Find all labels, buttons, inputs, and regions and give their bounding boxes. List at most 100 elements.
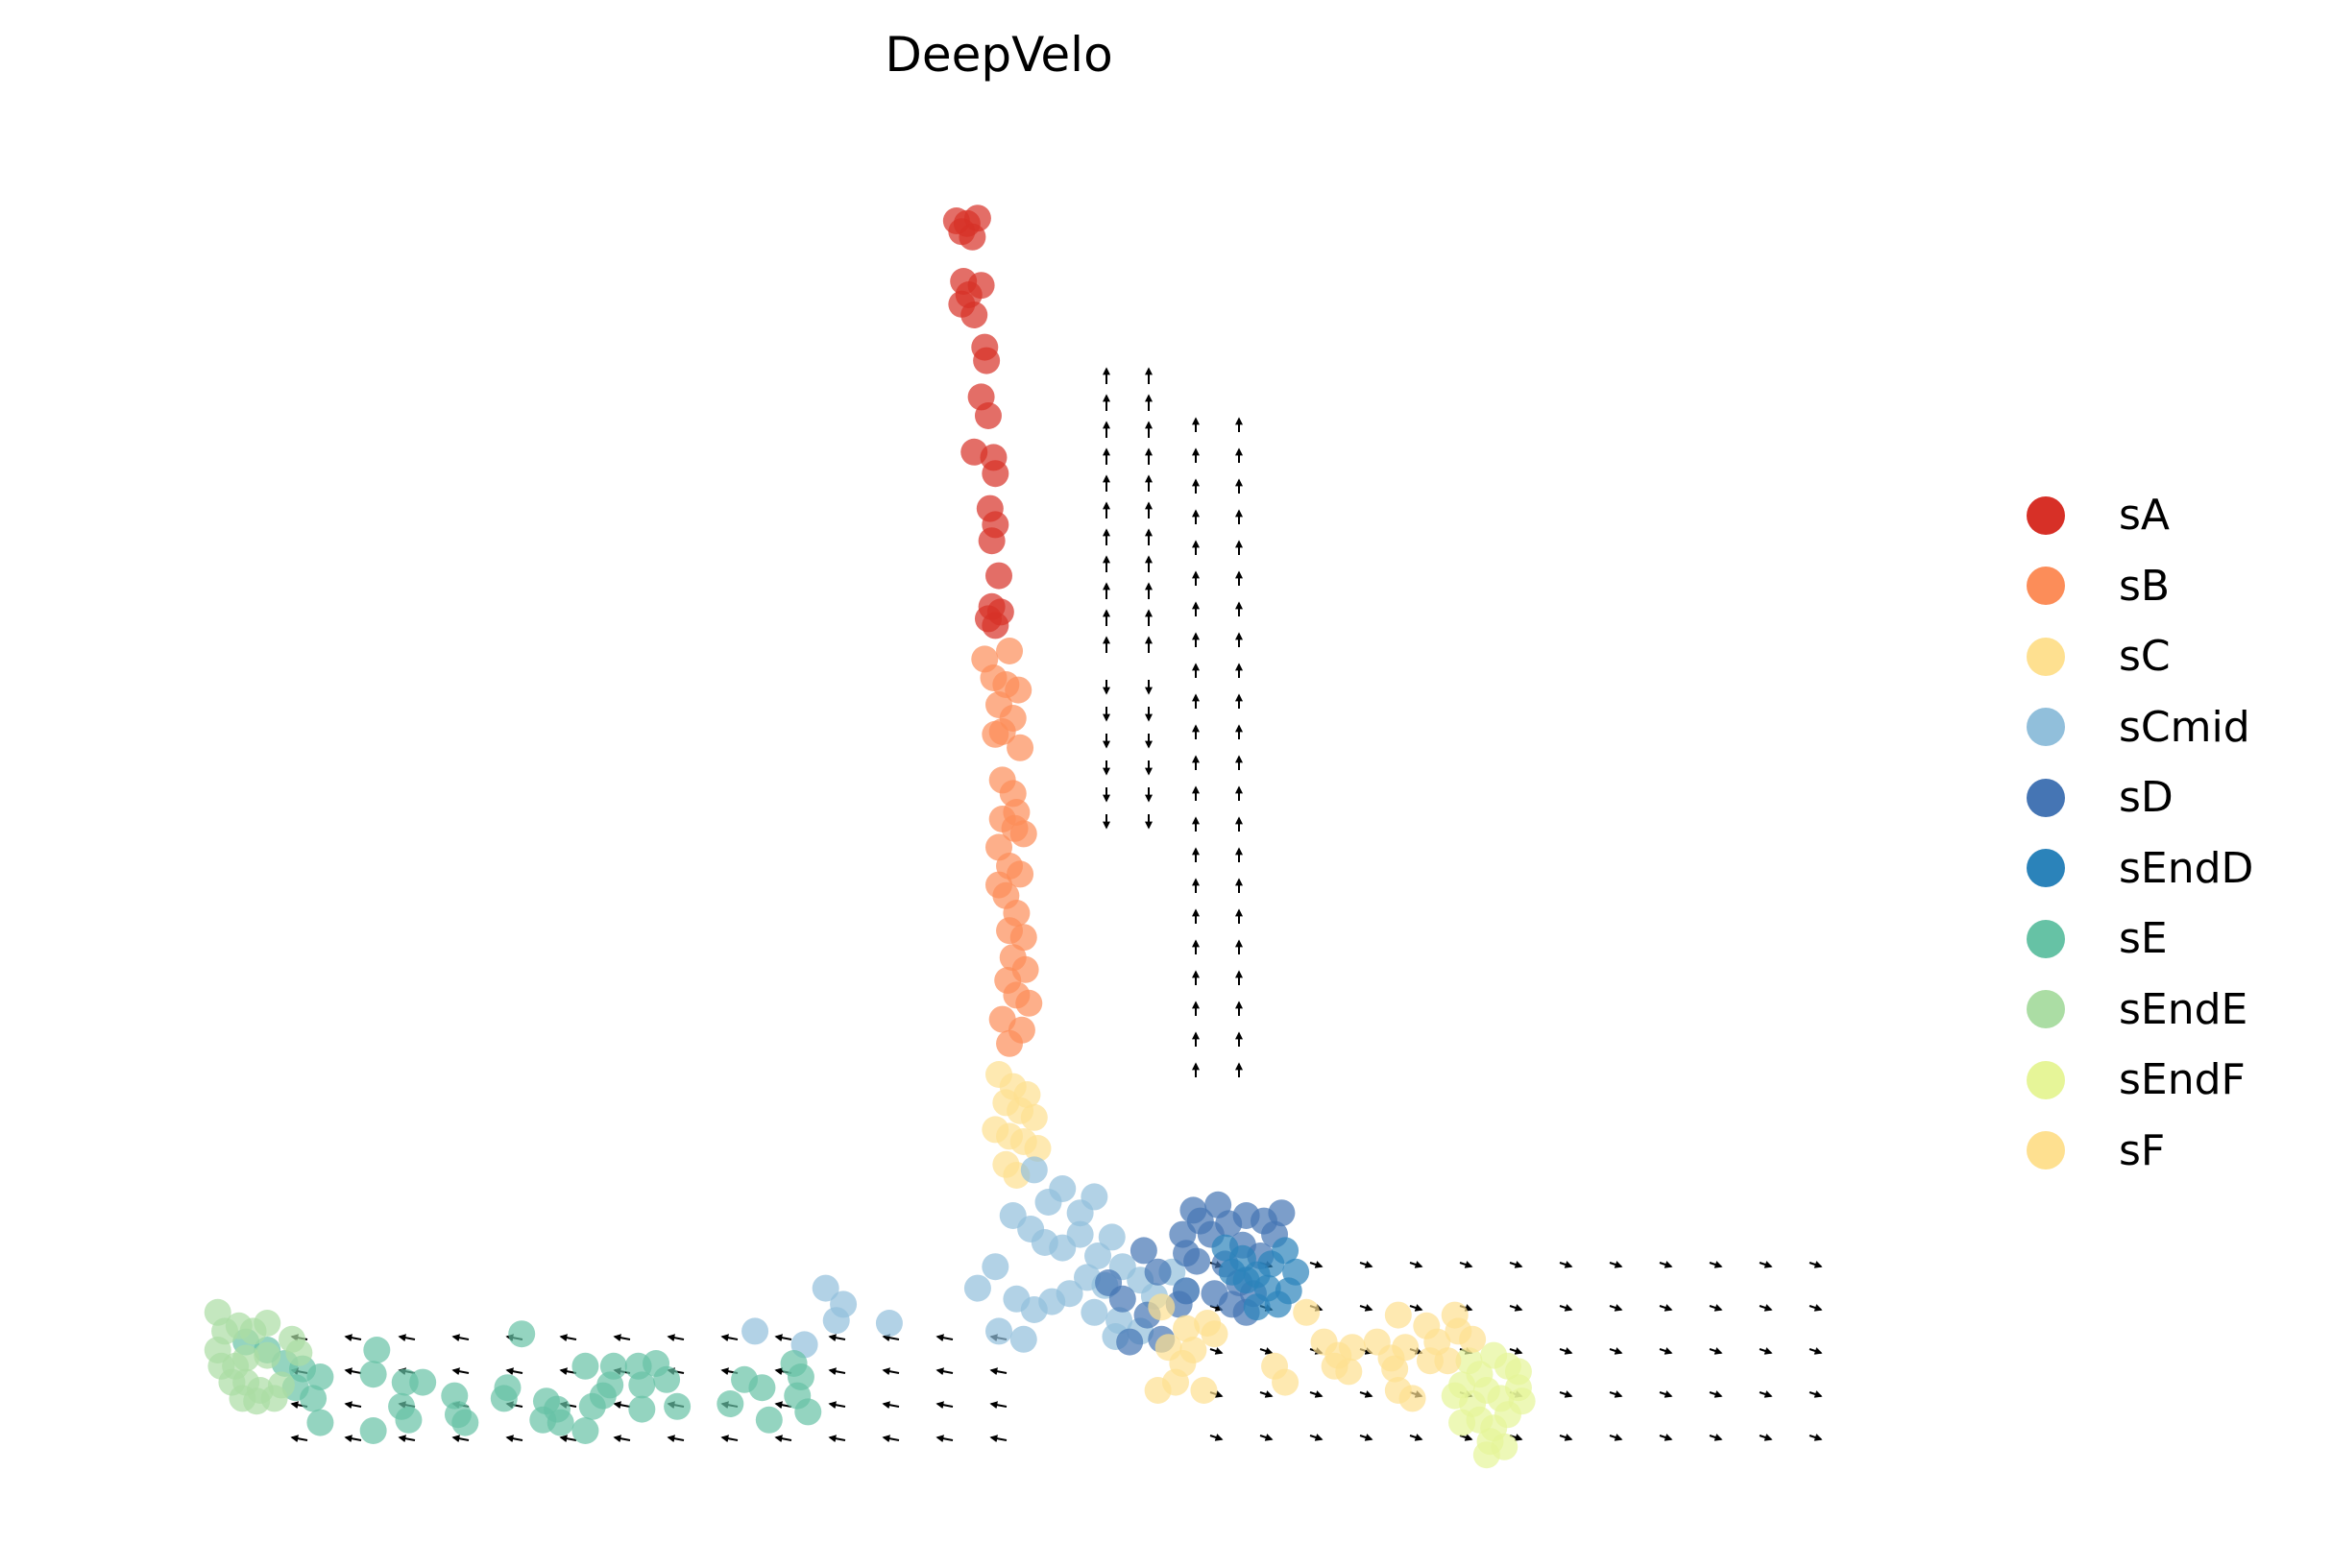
velocity-arrow (613, 1401, 631, 1410)
velocity-arrow (1759, 1434, 1773, 1441)
data-point-sEndE (279, 1325, 305, 1353)
velocity-arrow (935, 1435, 954, 1443)
data-point-sE (451, 1409, 479, 1436)
velocity-arrow (1759, 1304, 1773, 1312)
data-point-sE (359, 1361, 387, 1388)
data-point-sCmid (985, 1317, 1012, 1345)
velocity-arrow (882, 1334, 900, 1342)
velocity-arrow (1309, 1390, 1324, 1398)
data-point-sEndF (1448, 1409, 1476, 1436)
velocity-arrow (1809, 1261, 1823, 1268)
velocity-arrow (1259, 1434, 1274, 1441)
velocity-arrow (989, 1367, 1008, 1376)
velocity-arrow (1359, 1390, 1373, 1398)
velocity-arrow (1759, 1261, 1773, 1268)
data-point-sE (755, 1406, 783, 1434)
data-point-sF (1441, 1301, 1469, 1329)
data-point-sB (1007, 860, 1034, 888)
legend-item-sEndF: sEndF (2017, 1045, 2324, 1116)
data-point-sE (748, 1374, 776, 1402)
velocity-arrow (1559, 1434, 1573, 1441)
data-point-sE (717, 1390, 744, 1417)
chart-title: DeepVelo (885, 27, 1113, 83)
velocity-arrow (398, 1435, 416, 1443)
velocity-arrow (667, 1435, 685, 1443)
legend-item-sEndE: sEndE (2017, 975, 2324, 1046)
velocity-arrow (1409, 1304, 1423, 1312)
data-point-sEndE (243, 1387, 271, 1415)
data-point-sEndD (1243, 1293, 1271, 1321)
velocity-arrow (451, 1334, 470, 1342)
data-point-sE (664, 1392, 692, 1420)
velocity-arrow (882, 1401, 900, 1410)
velocity-arrow (1659, 1347, 1673, 1355)
data-point-sB (1009, 820, 1037, 848)
data-point-sCmid (982, 1253, 1009, 1281)
data-point-sD (1095, 1269, 1123, 1296)
data-point-sE (596, 1371, 624, 1399)
data-point-sCmid (1081, 1183, 1108, 1211)
data-point-sF (1459, 1325, 1487, 1353)
data-point-sF (1272, 1368, 1300, 1396)
legend-marker (2027, 567, 2065, 606)
velocity-arrow (1609, 1434, 1623, 1441)
data-point-sD (1268, 1199, 1296, 1227)
data-point-sCmid (1009, 1325, 1037, 1353)
data-point-sB (1005, 676, 1032, 704)
data-point-sA (973, 347, 1001, 374)
point-layer (204, 205, 1536, 1469)
data-point-sF (1293, 1298, 1321, 1326)
velocity-arrow (720, 1435, 739, 1443)
velocity-arrow (935, 1367, 954, 1376)
data-point-sCmid (963, 1274, 991, 1302)
data-point-sD (1144, 1258, 1172, 1286)
data-point-sA (978, 527, 1006, 555)
velocity-arrow (1659, 1304, 1673, 1312)
legend-marker (2027, 1131, 2065, 1170)
velocity-arrow (1359, 1261, 1373, 1268)
velocity-arrow (828, 1435, 846, 1443)
data-point-sB (996, 638, 1024, 664)
data-point-sCmid (1056, 1280, 1083, 1308)
data-point-sCmid (822, 1307, 850, 1335)
data-point-sF (1201, 1320, 1228, 1348)
velocity-arrow (882, 1435, 900, 1443)
data-point-sA (974, 605, 1002, 633)
velocity-arrow (1709, 1261, 1723, 1268)
data-point-sEndF (1508, 1387, 1536, 1415)
legend-label: sEndF (2119, 1055, 2246, 1105)
velocity-arrow (1659, 1390, 1673, 1398)
data-point-sEndE (254, 1310, 281, 1337)
data-point-sEndD (1272, 1237, 1300, 1265)
legend-item-sE: sE (2017, 904, 2324, 975)
velocity-arrow (505, 1367, 523, 1376)
data-point-sF (1173, 1315, 1201, 1342)
legend-marker (2027, 637, 2065, 676)
legend-item-sEndD: sEndD (2017, 833, 2324, 905)
data-point-sD (1169, 1220, 1197, 1248)
velocity-arrow (1609, 1304, 1623, 1312)
velocity-arrow (1259, 1347, 1274, 1355)
legend-item-sCmid: sCmid (2017, 692, 2324, 763)
velocity-arrow (1509, 1304, 1523, 1312)
data-point-sE (628, 1371, 656, 1399)
velocity-arrow (1759, 1390, 1773, 1398)
velocity-arrow (828, 1334, 846, 1342)
velocity-arrow (935, 1334, 954, 1342)
data-point-sEndF (1504, 1358, 1532, 1386)
data-point-sE (571, 1417, 599, 1444)
velocity-arrow (1709, 1434, 1723, 1441)
legend-label: sE (2119, 914, 2168, 964)
velocity-arrow (1709, 1304, 1723, 1312)
data-point-sEndF (1441, 1382, 1469, 1410)
velocity-arrow (774, 1435, 792, 1443)
data-point-sF (1381, 1355, 1409, 1383)
velocity-arrow (1809, 1347, 1823, 1355)
legend-item-sF: sF (2017, 1116, 2324, 1187)
legend-marker (2027, 849, 2065, 888)
velocity-arrow (1509, 1261, 1523, 1268)
data-point-sE (794, 1398, 822, 1426)
legend-marker (2027, 919, 2065, 958)
